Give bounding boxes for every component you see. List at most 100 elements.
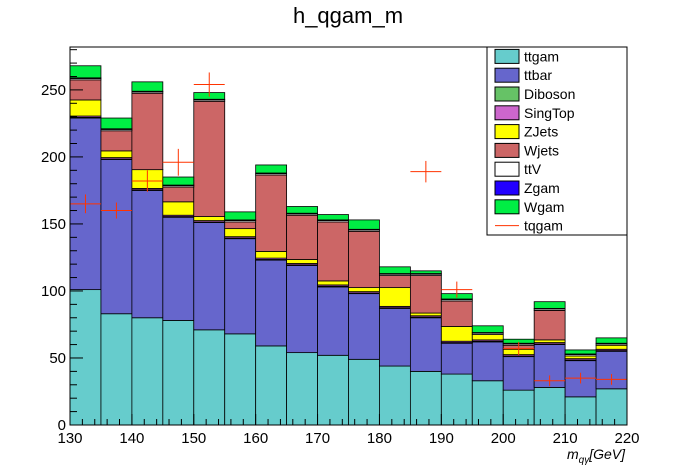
y-axis: 0 50 100 150 200 250 (41, 49, 83, 434)
tqgam-point-3 (162, 148, 194, 176)
bar-ttgam-bin-2 (131, 317, 164, 426)
plot-frame (69, 46, 628, 426)
legend-entry-zgam: Zgam (494, 180, 560, 196)
bar-ttbar-bin-4 (193, 222, 226, 331)
legend: ttgam ttbar Diboson SingTop ZJets Wjets ttV Zga… (486, 46, 628, 236)
legend-swatch (494, 105, 520, 121)
bar-ttgam-bin-13 (471, 380, 504, 426)
bar-wjets-bin-5 (224, 221, 257, 230)
x-tick-label: 220 (614, 430, 639, 447)
x-tick-label: 140 (119, 430, 144, 447)
legend-entry-wjets: Wjets (494, 142, 559, 158)
bar-ttgam-bin-4 (193, 329, 226, 426)
legend-entry-ttv: ttV (494, 161, 542, 177)
bar-wgam-bin-10 (379, 266, 411, 274)
legend-swatch (494, 48, 520, 64)
y-tick-label: 100 (41, 283, 66, 300)
chart-title: h_qgam_m (293, 3, 403, 28)
x-tick-label: 200 (491, 430, 516, 447)
bar-zjets-bin-6 (255, 251, 288, 259)
bar-ttgam-bin-16 (564, 396, 597, 426)
bar-wjets-bin-2 (131, 92, 164, 171)
bar-wjets-bin-4 (193, 100, 226, 217)
bar-wgam-bin-13 (471, 325, 504, 333)
legend-swatch (494, 67, 520, 83)
bar-zjets-bin-13 (471, 334, 504, 341)
bar-wjets-bin-7 (286, 214, 318, 260)
legend-entry-ttgam: ttgam (494, 48, 559, 64)
bar-ttgam-bin-14 (502, 389, 535, 426)
legend-label: ttV (524, 161, 542, 177)
bar-ttgam-bin-1 (100, 313, 133, 426)
legend-label: ttgam (524, 48, 559, 64)
stacked-bars (69, 65, 628, 426)
legend-entry-zjets: ZJets (494, 124, 558, 140)
bar-ttbar-bin-3 (162, 216, 195, 321)
x-tick-label: 180 (367, 430, 392, 447)
bar-wgam-bin-8 (317, 214, 349, 221)
bar-wjets-bin-6 (255, 174, 288, 252)
bar-wjets-bin-9 (348, 230, 380, 289)
tqgam-point-1 (100, 202, 132, 219)
bar-ttgam-bin-11 (409, 370, 442, 426)
bar-ttgam-bin-7 (286, 352, 318, 426)
legend-entry-ttbar: ttbar (494, 67, 552, 83)
bar-ttbar-bin-10 (379, 307, 411, 367)
x-tick-label: 160 (243, 430, 268, 447)
bar-zjets-bin-3 (162, 201, 195, 216)
bar-wjets-bin-8 (317, 221, 349, 282)
bar-ttbar-bin-6 (255, 259, 288, 347)
y-tick-label: 200 (41, 149, 66, 166)
legend-swatch (494, 199, 520, 215)
bar-zjets-bin-7 (286, 259, 318, 264)
x-axis: 130 140 150 160 170 180 190 200 210 220 (57, 414, 640, 447)
bar-ttgam-bin-0 (69, 289, 102, 426)
legend-entry-tqgam: tqgam (495, 218, 563, 234)
legend-swatch (494, 161, 520, 177)
bar-zjets-bin-1 (100, 150, 133, 158)
x-tick-label: 130 (57, 430, 82, 447)
tqgam-point-7 (503, 341, 535, 356)
legend-swatch (494, 86, 520, 102)
y-tick-label: 50 (49, 350, 66, 367)
bar-ttgam-bin-5 (224, 333, 257, 426)
bar-wjets-bin-11 (409, 275, 442, 314)
bar-ttbar-bin-1 (100, 159, 133, 315)
y-tick-label: 250 (41, 82, 66, 99)
x-tick-label: 190 (429, 430, 454, 447)
bar-wgam-bin-9 (348, 219, 380, 230)
legend-label: Wjets (524, 142, 559, 158)
legend-swatch (494, 124, 520, 140)
bar-ttbar-bin-12 (440, 342, 473, 375)
x-axis-label-symbol: m (567, 446, 579, 462)
bar-wjets-bin-12 (440, 300, 473, 327)
bar-ttgam-bin-15 (533, 387, 566, 426)
bar-ttgam-bin-12 (440, 373, 473, 426)
bar-wgam-bin-2 (131, 81, 164, 92)
bar-wgam-bin-11 (409, 270, 442, 274)
tqgam-point-4 (193, 72, 225, 97)
tqgam-point-9 (565, 372, 597, 384)
tqgam-overlay-points (70, 72, 627, 387)
bar-wjets-bin-3 (162, 186, 195, 203)
bar-zjets-bin-12 (440, 326, 473, 342)
bar-zjets-bin-16 (564, 355, 597, 360)
bar-ttgam-bin-17 (595, 388, 628, 426)
legend-entry-wgam: Wgam (494, 199, 564, 215)
tqgam-point-0 (70, 194, 101, 214)
x-axis-label: mqγ[GeV] (567, 446, 626, 466)
bar-zjets-bin-0 (69, 99, 102, 117)
bar-ttbar-bin-7 (286, 265, 318, 354)
legend-swatch (494, 142, 520, 158)
y-tick-label: 0 (58, 417, 66, 434)
bar-ttgam-bin-8 (317, 354, 349, 426)
bar-wgam-bin-3 (162, 176, 195, 186)
legend-entry-singtop: SingTop (494, 105, 575, 121)
bar-ttbar-bin-5 (224, 238, 257, 335)
legend-label: tqgam (524, 218, 563, 234)
bar-ttbar-bin-9 (348, 293, 380, 360)
tqgam-point-5 (410, 160, 442, 183)
bar-ttgam-bin-3 (162, 320, 195, 426)
bar-zjets-bin-17 (595, 344, 628, 350)
